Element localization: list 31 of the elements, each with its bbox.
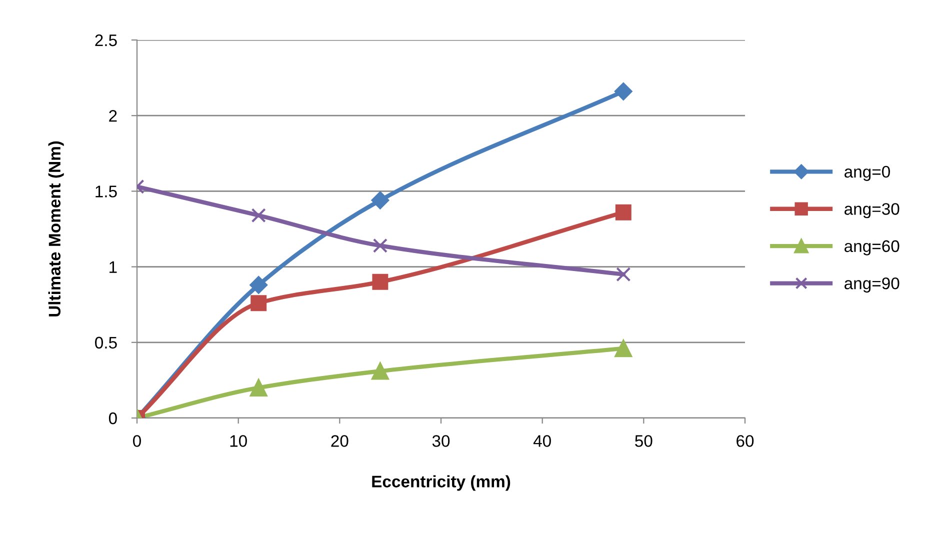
- y-axis-title: Ultimate Moment (Nm): [48, 141, 64, 316]
- point: [250, 379, 268, 396]
- point: [371, 191, 390, 210]
- x-tick-label: 40: [533, 435, 551, 447]
- point: [614, 340, 632, 358]
- x-tick-label: 10: [230, 435, 247, 447]
- x-tick-label: 30: [432, 435, 450, 447]
- point: [614, 82, 632, 100]
- x-tick-label: 0: [133, 435, 141, 447]
- y-tick-label: 1.5: [96, 186, 117, 198]
- y-tick-label: 2: [109, 110, 117, 122]
- legend-label: ang=60: [844, 240, 900, 256]
- legend-label: ang=30: [844, 203, 900, 218]
- point: [372, 238, 388, 253]
- y-tick-label: 0.5: [95, 336, 117, 349]
- point: [616, 267, 631, 282]
- y-tick-label: 2.5: [95, 34, 117, 46]
- x-tick-label: 60: [736, 435, 754, 447]
- point: [250, 276, 268, 294]
- point: [615, 204, 632, 220]
- y-tick-label: 1: [110, 261, 117, 273]
- point: [372, 274, 388, 290]
- y-tick-label: 0: [108, 412, 117, 424]
- x-tick-label: 50: [635, 435, 652, 447]
- point: [250, 295, 267, 312]
- x-tick-label: 20: [331, 435, 348, 447]
- legend-label: ang=90: [844, 277, 900, 293]
- x-axis-title: Eccentricity (mm): [372, 475, 510, 491]
- point: [251, 208, 266, 223]
- legend-label: ang=0: [844, 166, 890, 181]
- point: [372, 362, 389, 380]
